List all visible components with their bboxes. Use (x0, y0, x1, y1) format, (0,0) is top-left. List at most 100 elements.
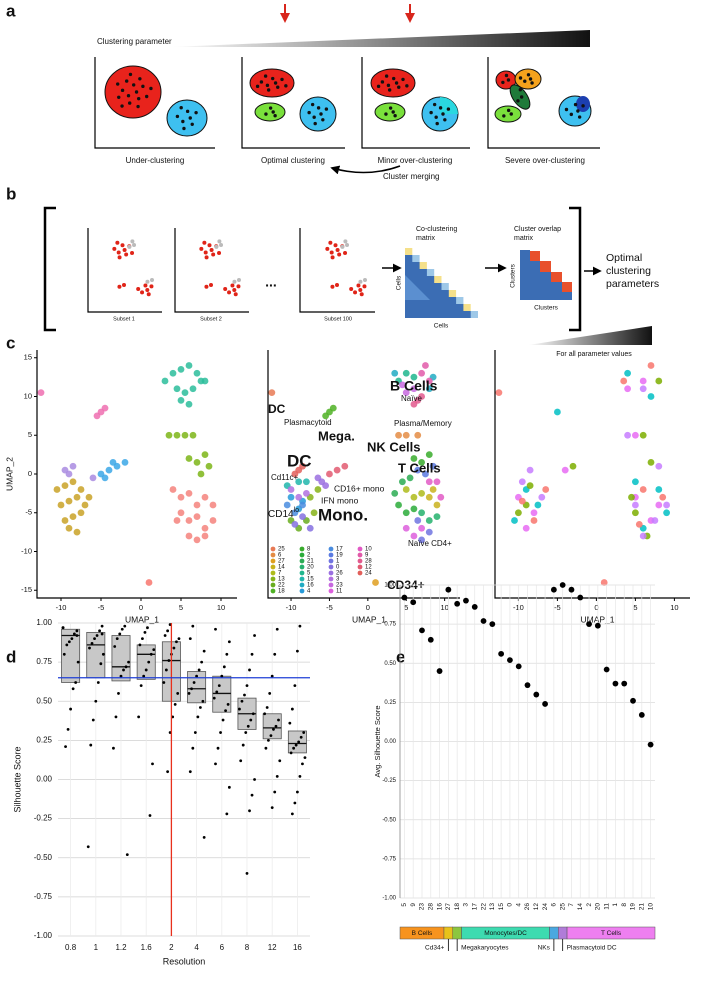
overlap-cell (562, 282, 572, 292)
point (181, 389, 189, 397)
decor-dot (509, 112, 513, 116)
point (620, 377, 628, 385)
decor-dot (273, 114, 277, 118)
point (463, 597, 469, 604)
y-tick-label: -0.75 (34, 892, 53, 901)
decor-dot (117, 284, 122, 289)
decor-dot (384, 74, 389, 78)
point (651, 517, 659, 524)
legend-label: 1 (336, 559, 340, 565)
point (120, 627, 124, 631)
legend-swatch (299, 588, 305, 594)
annotation: Naïve (401, 394, 422, 403)
point (524, 682, 531, 689)
legend-label: 25 (278, 547, 285, 553)
decor-dot (386, 83, 391, 88)
point (72, 632, 76, 636)
point (115, 637, 119, 641)
decor-dot (127, 244, 132, 249)
outcome-label: Optimal clustering (261, 156, 325, 165)
point (507, 657, 513, 664)
decor-dot (446, 107, 451, 111)
point (201, 493, 209, 501)
point (187, 692, 191, 695)
decor-dot (136, 104, 140, 109)
point (542, 701, 548, 707)
x-tick-label: 13 (489, 903, 496, 911)
point (489, 621, 496, 628)
y-tick-label: -10 (21, 546, 32, 555)
decor-dot (149, 284, 154, 289)
point (647, 458, 655, 466)
annotation: NK Cells (367, 439, 420, 454)
point (69, 707, 72, 711)
point (244, 731, 248, 734)
point (291, 470, 299, 478)
legend-label: 8 (307, 547, 311, 553)
point (655, 501, 663, 509)
point (173, 385, 181, 393)
cluster-blob (104, 65, 162, 119)
x-tick-label: 6 (551, 903, 558, 907)
decor-dot (211, 252, 216, 257)
x-axis-label: UMAP_1 (352, 614, 386, 624)
decor-dot (343, 251, 348, 256)
point (647, 393, 655, 400)
decor-dot (330, 255, 335, 260)
decor-dot (232, 279, 237, 284)
outcome-label: Minor over-clustering (378, 156, 453, 165)
point (96, 681, 100, 684)
point (422, 470, 429, 478)
decor-dot (284, 84, 288, 88)
matrix-cell (426, 269, 435, 276)
decor-dot (232, 288, 237, 292)
point (189, 431, 197, 439)
point (73, 528, 81, 536)
decor-dot (441, 112, 445, 116)
point (240, 699, 244, 703)
point (401, 594, 408, 601)
point (530, 509, 538, 517)
y-tick-label: 5 (28, 430, 32, 439)
point (191, 746, 195, 750)
point (94, 699, 98, 703)
point (169, 369, 177, 377)
x-tick-label: 26 (524, 903, 531, 911)
y-tick-label: -0.50 (34, 853, 53, 862)
point (299, 513, 306, 521)
x-tick-label: 5 (179, 603, 183, 612)
decor-dot (330, 284, 335, 289)
point (167, 659, 171, 662)
x-tick-label: 8 (621, 903, 628, 907)
decor-dot (217, 251, 222, 256)
y-tick-label: -5 (25, 508, 32, 517)
point (193, 369, 201, 377)
point (195, 674, 199, 678)
decor-dot (209, 248, 214, 252)
decor-dot (345, 243, 350, 247)
cluster-blob (576, 96, 590, 112)
cluster-blob (299, 96, 337, 132)
point (202, 649, 206, 653)
point (295, 478, 303, 486)
annotation: CD14lo (268, 507, 299, 520)
merge-arrow (330, 165, 401, 175)
legend-label: 20 (307, 565, 314, 571)
decor-dot (117, 95, 121, 99)
x-tick-label: 12 (268, 943, 277, 952)
point (76, 660, 80, 664)
point (65, 643, 69, 647)
point (414, 517, 422, 524)
point (89, 743, 93, 747)
x-tick-label: 1.2 (115, 943, 127, 952)
decor-dot (145, 279, 150, 284)
panel-label: c (6, 333, 15, 352)
point (161, 377, 169, 385)
point (69, 513, 77, 521)
decor-dot (126, 94, 131, 98)
point (299, 735, 303, 739)
point (64, 745, 67, 749)
point (274, 724, 278, 728)
point (172, 646, 176, 650)
